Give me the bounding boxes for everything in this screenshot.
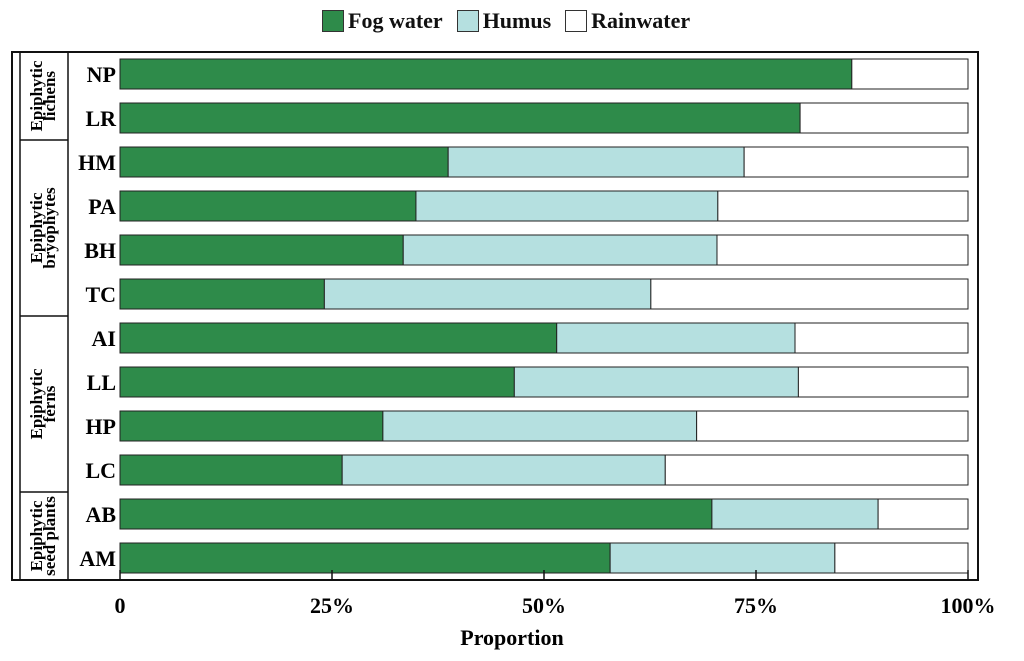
x-tick-label: 50% [522,593,566,618]
bar-segment-rainwater [834,542,969,574]
legend-swatch [565,10,588,32]
bar-segment-fog-water [119,278,325,310]
legend: Fog water Humus Rainwater [322,8,690,34]
bar-segment-fog-water [119,190,417,222]
bar-segment-rainwater [696,410,969,442]
bar-segment-rainwater [743,146,969,178]
bar-segment-humus [323,278,652,310]
category-label: NP [87,62,116,87]
category-label: HP [85,414,116,439]
plot-frame [11,51,979,581]
category-label: LC [85,458,116,483]
legend-label: Humus [482,8,552,33]
bar-segment-humus [402,234,718,266]
category-label: LL [87,370,116,395]
category-label: BH [84,238,116,263]
legend-swatch [456,10,479,32]
group-label: Epiphyticbryophytes [27,187,59,269]
category-label: TC [85,282,116,307]
bar-segment-rainwater [650,278,969,310]
category-label: AB [85,502,116,527]
bar-segment-humus [609,542,836,574]
group-label: Epiphyticseed plants [27,496,59,576]
category-label: PA [88,194,116,219]
legend-label: Fog water [348,8,443,33]
bar-segment-rainwater [799,102,969,134]
group-label: Epiphyticferns [27,368,59,439]
bar-segment-fog-water [119,366,515,398]
bar-segment-humus [447,146,745,178]
bar-segment-humus [382,410,698,442]
bar-segment-rainwater [716,234,969,266]
legend-label: Rainwater [591,8,691,33]
bar-segment-humus [556,322,796,354]
bar-segment-rainwater [851,58,969,90]
category-label: LR [85,106,117,131]
legend-item-rainwater: Rainwater [565,8,690,34]
x-tick-label: 100% [941,593,996,618]
bar-segment-fog-water [119,234,404,266]
bar-segment-humus [513,366,799,398]
x-tick-label: 75% [734,593,778,618]
x-tick-label: 25% [310,593,354,618]
bar-segment-rainwater [794,322,969,354]
category-label: AI [92,326,116,351]
bar-segment-fog-water [119,146,449,178]
bar-segment-rainwater [797,366,969,398]
x-axis-title: Proportion [460,625,563,650]
bar-segment-fog-water [119,498,713,530]
legend-swatch [322,10,344,32]
bar-segment-fog-water [119,102,801,134]
bar-segment-humus [341,454,666,486]
x-tick-label: 0 [115,593,126,618]
legend-item-humus: Humus [456,8,552,34]
legend-item-fog-water: Fog water [322,8,443,34]
category-label: HM [78,150,116,175]
bar-segment-fog-water [119,542,611,574]
bar-segment-rainwater [717,190,969,222]
group-label: Epiphyticlichens [27,60,59,131]
bar-segment-fog-water [119,454,343,486]
bar-segment-fog-water [119,410,384,442]
bar-segment-fog-water [119,58,853,90]
category-label: AM [79,546,116,571]
bar-segment-humus [415,190,719,222]
bar-segment-fog-water [119,322,558,354]
bar-segment-rainwater [664,454,969,486]
bar-segment-humus [711,498,879,530]
bar-segment-rainwater [877,498,969,530]
